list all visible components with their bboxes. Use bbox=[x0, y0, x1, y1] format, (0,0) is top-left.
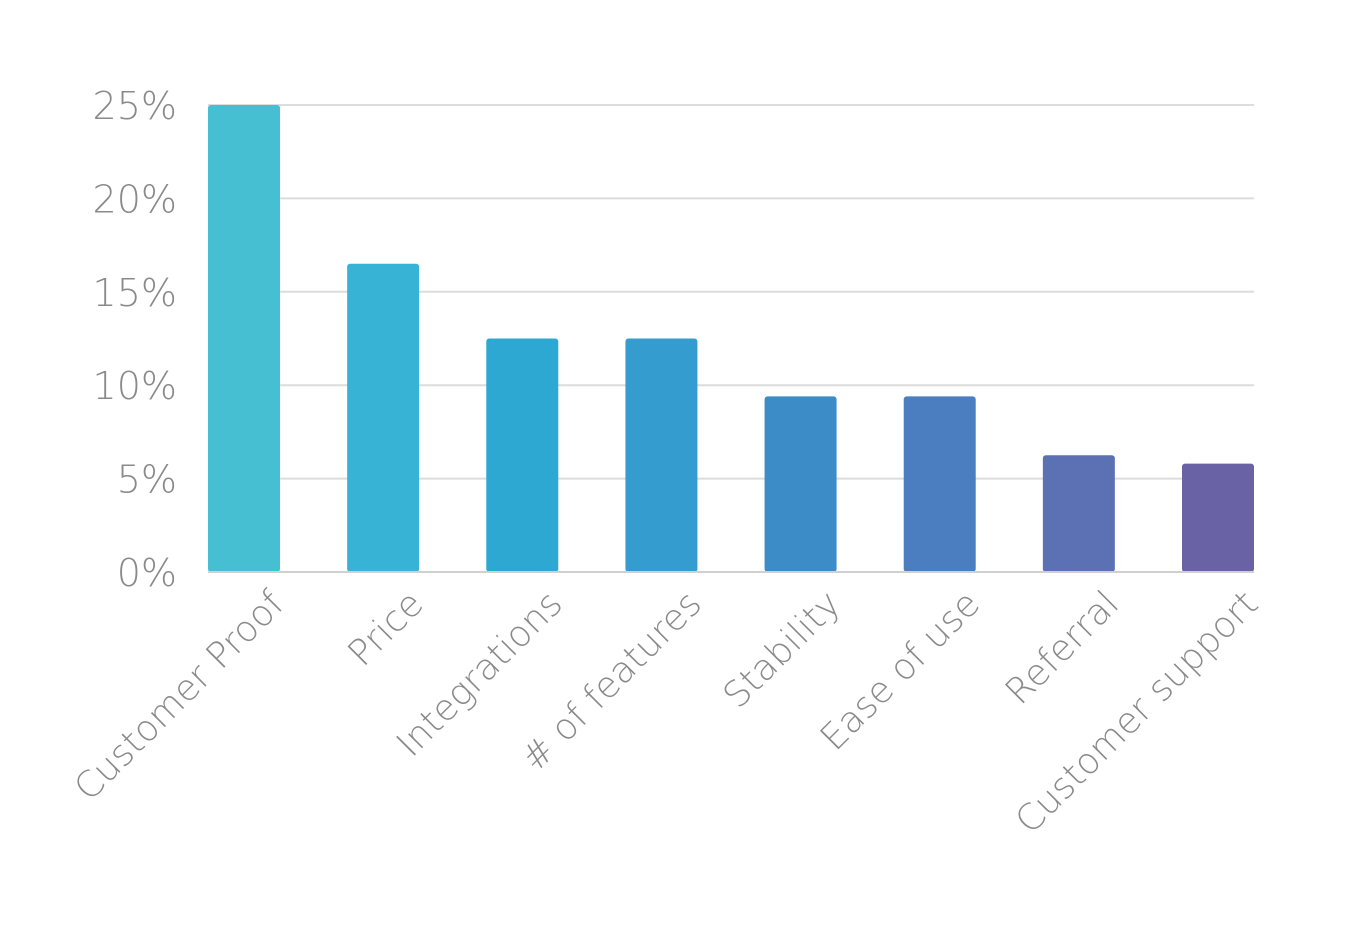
bar-of-features bbox=[625, 338, 698, 572]
bar-referral bbox=[1042, 455, 1115, 572]
y-tick-label: 10% bbox=[93, 364, 177, 408]
bars bbox=[208, 105, 1254, 572]
y-tick-label: 0% bbox=[117, 551, 177, 595]
bar-integrations bbox=[486, 338, 559, 572]
x-category-label: Customer support bbox=[1008, 583, 1266, 841]
bar-customer-support bbox=[1182, 463, 1254, 572]
bar-stability bbox=[764, 396, 837, 572]
y-tick-label: 20% bbox=[93, 177, 177, 221]
y-tick-label: 15% bbox=[93, 271, 177, 315]
bar-price bbox=[347, 263, 420, 572]
y-tick-labels: 0% 5% 10% 15% 20% 25% bbox=[93, 84, 177, 595]
bar-customer-proof bbox=[208, 105, 280, 572]
y-tick-label: 5% bbox=[117, 458, 177, 502]
bar-ease-of-use bbox=[903, 396, 976, 572]
y-tick-label: 25% bbox=[93, 84, 177, 128]
x-category-label: Customer Proof bbox=[67, 583, 293, 809]
x-category-label: Stability bbox=[716, 583, 849, 716]
x-category-label: Price bbox=[340, 583, 431, 674]
x-category-label: Referral bbox=[998, 583, 1127, 712]
